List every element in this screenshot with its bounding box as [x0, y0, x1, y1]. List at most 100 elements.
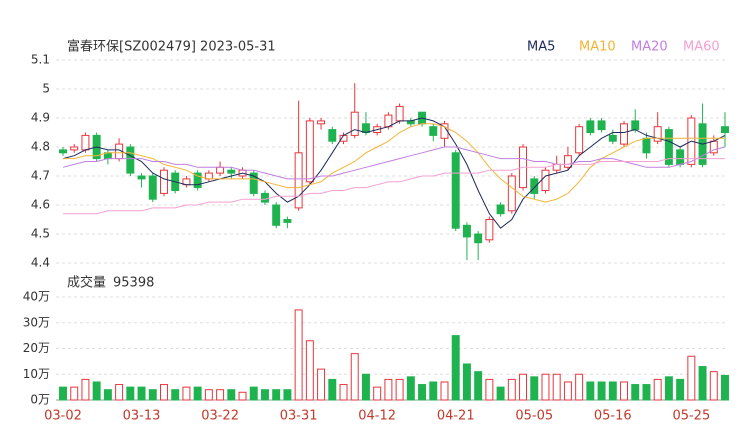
- volume-bar: [350, 353, 359, 401]
- volume-bar: [171, 389, 180, 401]
- ma-line: [63, 123, 725, 203]
- candle-body: [272, 204, 281, 226]
- candle-body: [148, 175, 157, 200]
- candle-body: [530, 178, 539, 194]
- volume-bar: [687, 355, 696, 401]
- volume-bar: [698, 366, 707, 401]
- ma-line: [62, 117, 726, 229]
- candle-body: [608, 134, 617, 142]
- volume-bar: [126, 386, 135, 401]
- y-tick-label: 4.9: [31, 111, 50, 125]
- candle-body: [294, 152, 303, 209]
- candle-body: [216, 166, 225, 174]
- volume-bar: [59, 386, 67, 401]
- volume-bar: [361, 373, 370, 401]
- volume-bar: [485, 378, 494, 401]
- candle-body: [429, 126, 438, 136]
- volume-bar: [709, 371, 718, 401]
- chart-title: 富春环保[SZ002479] 2023-05-31: [67, 39, 276, 55]
- candle-body: [81, 134, 90, 151]
- volume-bar: [339, 384, 348, 401]
- volume-bar: [305, 340, 314, 401]
- volume-bar: [642, 384, 651, 401]
- volume-bar: [440, 381, 449, 401]
- candle-body: [451, 152, 460, 229]
- volume-bar: [597, 381, 606, 401]
- volume-bar: [373, 386, 382, 401]
- volume-bar: [384, 378, 393, 401]
- candle-body: [227, 169, 236, 174]
- x-tick-label: 03-02: [44, 409, 82, 424]
- volume-bar: [103, 389, 112, 401]
- candle-body: [474, 233, 483, 244]
- volume-bar: [418, 384, 427, 401]
- candle-body: [664, 129, 673, 165]
- candle-body: [305, 120, 314, 183]
- candle-body: [676, 149, 685, 165]
- candle-body: [249, 172, 258, 194]
- volume-bar: [530, 376, 539, 401]
- volume-bar: [70, 386, 79, 401]
- legend-label: MA10: [579, 40, 616, 55]
- y-tick-label: 4.4: [31, 256, 50, 270]
- y-tick-label: 5.1: [31, 53, 50, 67]
- candle-body: [496, 204, 505, 215]
- volume-bar: [496, 386, 505, 401]
- y2-tick-label: 0万: [30, 393, 50, 407]
- candle-body: [485, 219, 494, 241]
- y2-tick-label: 40万: [23, 290, 50, 304]
- candle-body: [653, 126, 662, 142]
- y-tick-label: 5: [42, 82, 50, 96]
- volume-bar: [317, 368, 326, 401]
- legend-label: MA5: [527, 40, 555, 55]
- x-tick-label: 04-12: [358, 409, 396, 424]
- x-tick-label: 03-13: [123, 409, 161, 424]
- candle-body: [631, 120, 640, 131]
- candle-body: [395, 105, 404, 122]
- y2-tick-label: 30万: [23, 315, 50, 329]
- volume-bar: [429, 381, 438, 401]
- volume-bar: [193, 386, 202, 401]
- x-tick-label: 03-22: [201, 409, 239, 424]
- volume-bar: [294, 309, 303, 401]
- x-tick-label: 05-16: [594, 409, 632, 424]
- volume-bar: [137, 386, 146, 401]
- candle-body: [193, 172, 202, 189]
- candle-body: [507, 175, 516, 212]
- x-tick-label: 04-21: [437, 409, 475, 424]
- volume-bar: [575, 373, 584, 401]
- x-tick-label: 05-05: [515, 409, 553, 424]
- candle-body: [126, 146, 135, 174]
- y2-tick-label: 10万: [23, 367, 50, 381]
- volume-bar: [395, 378, 404, 401]
- candle-body: [721, 126, 729, 133]
- volume-title: 成交量: [67, 275, 106, 291]
- candle-body: [350, 111, 359, 136]
- y-tick-label: 4.6: [31, 198, 50, 212]
- volume-bar: [620, 381, 628, 401]
- volume-bar: [563, 381, 572, 401]
- volume-bar: [462, 363, 471, 401]
- volume-bar: [182, 386, 191, 401]
- candle-body: [137, 175, 146, 180]
- volume-bar: [631, 384, 640, 401]
- y2-tick-label: 20万: [23, 341, 50, 355]
- candle-body: [642, 137, 651, 154]
- volume-bar: [451, 335, 460, 401]
- ma-line: [62, 146, 726, 180]
- volume-bar: [160, 384, 168, 401]
- legend-label: MA20: [631, 40, 668, 55]
- volume-bar: [676, 378, 685, 401]
- volume-bar: [148, 389, 157, 401]
- x-tick-label: 05-25: [672, 409, 710, 424]
- volume-bar: [406, 376, 415, 401]
- volume-bar: [721, 374, 729, 401]
- candle-body: [70, 146, 79, 151]
- volume-bar: [586, 381, 595, 401]
- volume-bar: [238, 391, 247, 401]
- candle-body: [283, 219, 292, 223]
- volume-bar: [227, 389, 236, 401]
- legend-label: MA60: [683, 40, 720, 55]
- volume-bar: [653, 378, 662, 401]
